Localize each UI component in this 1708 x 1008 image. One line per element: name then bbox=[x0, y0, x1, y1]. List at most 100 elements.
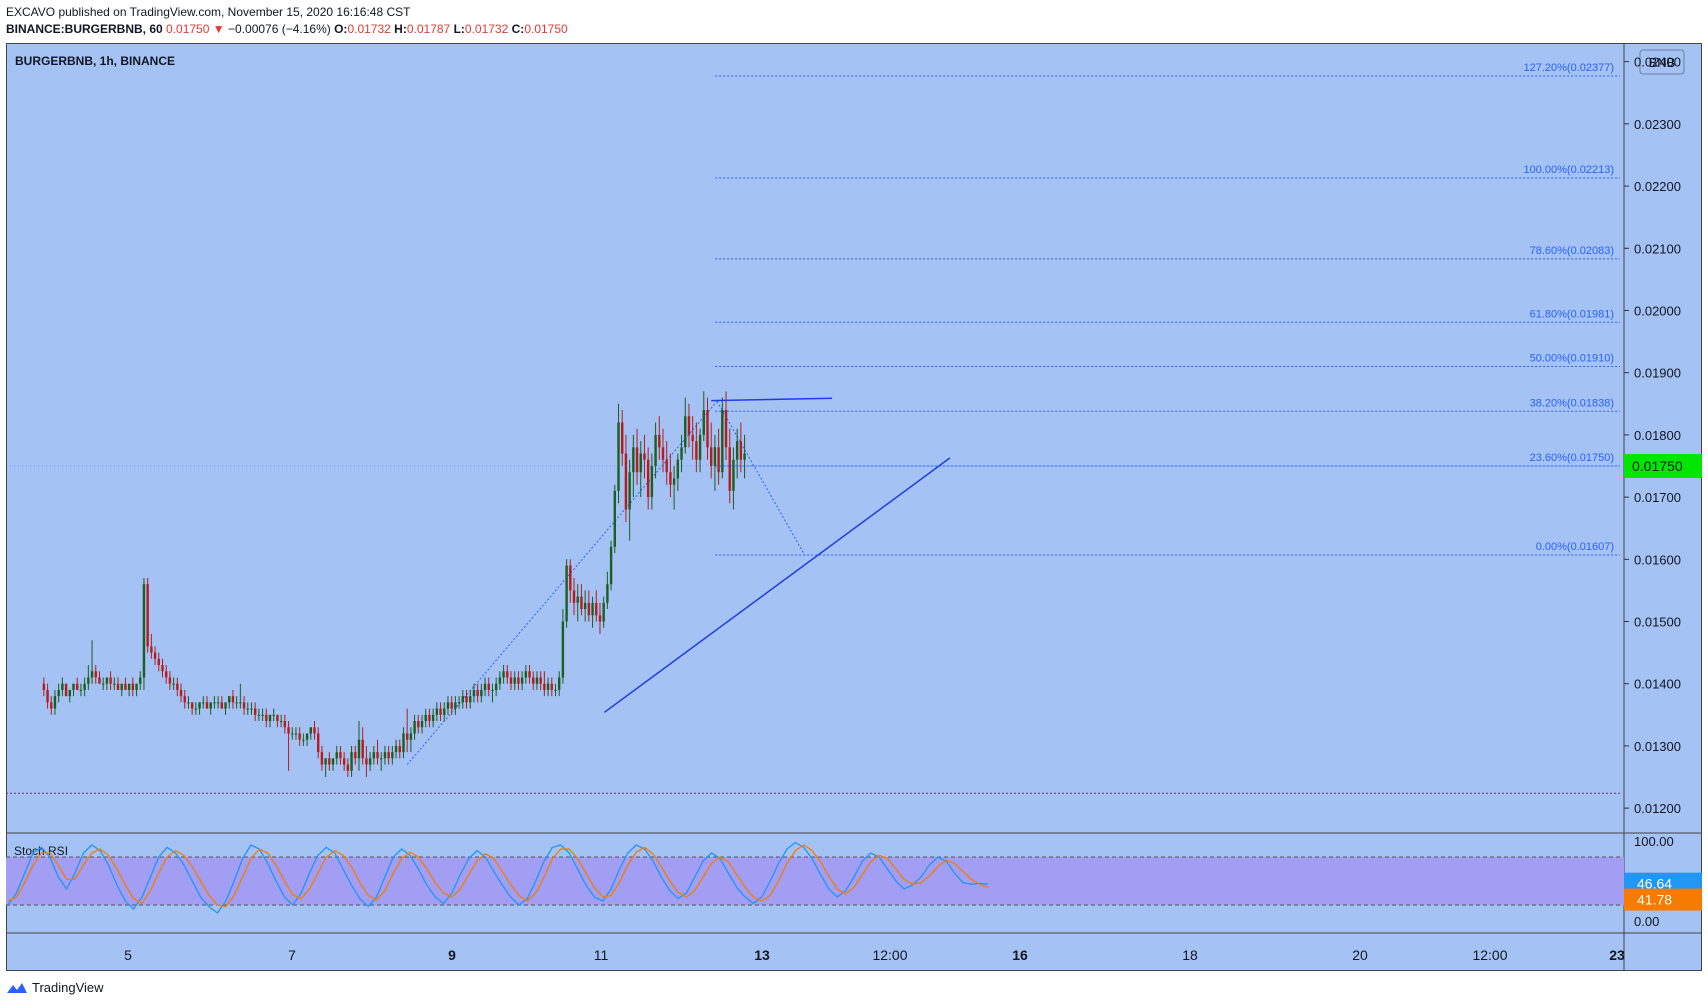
candle[interactable] bbox=[635, 428, 639, 485]
candle[interactable] bbox=[428, 708, 431, 728]
candle[interactable] bbox=[61, 677, 64, 697]
candle[interactable] bbox=[250, 702, 253, 715]
stoch-k-line[interactable] bbox=[7, 841, 989, 914]
candle[interactable] bbox=[613, 484, 617, 554]
candle[interactable] bbox=[706, 397, 709, 460]
candle[interactable] bbox=[450, 696, 453, 715]
candle[interactable] bbox=[335, 745, 338, 765]
candle[interactable] bbox=[239, 683, 242, 709]
candle[interactable] bbox=[469, 689, 472, 709]
candle[interactable] bbox=[372, 745, 376, 765]
candle[interactable] bbox=[532, 671, 535, 690]
candle[interactable] bbox=[153, 646, 157, 666]
candle[interactable] bbox=[724, 391, 728, 460]
candle[interactable] bbox=[164, 665, 168, 684]
candle[interactable] bbox=[287, 721, 290, 771]
candle[interactable] bbox=[291, 727, 294, 740]
candle[interactable] bbox=[320, 745, 324, 771]
candle[interactable] bbox=[101, 677, 105, 690]
candle[interactable] bbox=[205, 696, 209, 709]
candle[interactable] bbox=[658, 416, 661, 460]
candle[interactable] bbox=[402, 727, 405, 759]
candle[interactable] bbox=[661, 428, 665, 473]
candle[interactable] bbox=[331, 758, 335, 771]
candle[interactable] bbox=[46, 683, 49, 709]
candle[interactable] bbox=[728, 428, 731, 504]
candle[interactable] bbox=[595, 590, 598, 622]
candle[interactable] bbox=[710, 422, 713, 479]
candle[interactable] bbox=[142, 577, 146, 690]
candle[interactable] bbox=[717, 428, 720, 485]
candle[interactable] bbox=[64, 683, 68, 697]
candle[interactable] bbox=[624, 434, 628, 522]
candle[interactable] bbox=[354, 745, 357, 765]
candle[interactable] bbox=[732, 447, 735, 510]
candle[interactable] bbox=[417, 714, 420, 734]
candle[interactable] bbox=[509, 671, 513, 690]
candle[interactable] bbox=[305, 733, 309, 746]
candle[interactable] bbox=[561, 609, 565, 684]
resistance-trendline[interactable] bbox=[711, 397, 833, 402]
candle[interactable] bbox=[190, 702, 194, 715]
candle[interactable] bbox=[506, 665, 509, 684]
candle[interactable] bbox=[695, 422, 698, 473]
candle[interactable] bbox=[391, 745, 394, 765]
candle[interactable] bbox=[276, 714, 279, 728]
candle[interactable] bbox=[328, 752, 331, 771]
candle[interactable] bbox=[127, 683, 131, 697]
candle[interactable] bbox=[257, 708, 261, 722]
candle[interactable] bbox=[309, 727, 312, 740]
candle[interactable] bbox=[109, 671, 112, 690]
candle[interactable] bbox=[120, 683, 123, 697]
candle[interactable] bbox=[398, 739, 401, 759]
candle[interactable] bbox=[387, 745, 390, 765]
candle[interactable] bbox=[179, 683, 183, 703]
candle[interactable] bbox=[639, 441, 642, 498]
candle[interactable] bbox=[242, 696, 246, 715]
candle[interactable] bbox=[405, 708, 409, 753]
candle[interactable] bbox=[313, 721, 316, 740]
candle[interactable] bbox=[565, 559, 568, 628]
candle[interactable] bbox=[494, 677, 498, 697]
candle[interactable] bbox=[576, 584, 579, 622]
candle[interactable] bbox=[168, 671, 172, 690]
candle[interactable] bbox=[420, 714, 424, 734]
candle[interactable] bbox=[721, 397, 724, 479]
candle[interactable] bbox=[743, 434, 746, 479]
candle[interactable] bbox=[350, 745, 353, 778]
candle[interactable] bbox=[268, 714, 272, 728]
candle[interactable] bbox=[643, 434, 646, 479]
candle[interactable] bbox=[580, 584, 583, 616]
candle[interactable] bbox=[702, 391, 705, 442]
candle[interactable] bbox=[83, 677, 86, 697]
candle[interactable] bbox=[116, 677, 120, 690]
candle[interactable] bbox=[461, 689, 464, 709]
candle[interactable] bbox=[669, 453, 672, 498]
candle[interactable] bbox=[457, 696, 461, 709]
candle[interactable] bbox=[187, 696, 190, 709]
candle[interactable] bbox=[283, 714, 287, 734]
candle[interactable] bbox=[621, 410, 624, 466]
candle[interactable] bbox=[480, 683, 483, 703]
candle[interactable] bbox=[357, 721, 361, 771]
candle[interactable] bbox=[409, 727, 413, 753]
candle[interactable] bbox=[472, 683, 476, 703]
candle[interactable] bbox=[443, 702, 446, 722]
candle[interactable] bbox=[654, 422, 657, 479]
candle[interactable] bbox=[539, 671, 542, 690]
candle[interactable] bbox=[53, 689, 57, 715]
candle[interactable] bbox=[183, 689, 186, 709]
candle[interactable] bbox=[557, 671, 561, 697]
candle[interactable] bbox=[317, 727, 320, 759]
candle[interactable] bbox=[491, 683, 494, 703]
candle[interactable] bbox=[713, 434, 717, 491]
candle[interactable] bbox=[431, 708, 435, 728]
candle[interactable] bbox=[476, 683, 479, 703]
candle[interactable] bbox=[546, 677, 550, 697]
candle[interactable] bbox=[569, 559, 572, 603]
candle[interactable] bbox=[346, 758, 350, 778]
candle[interactable] bbox=[598, 602, 602, 634]
candle[interactable] bbox=[131, 677, 135, 697]
candle[interactable] bbox=[94, 665, 97, 684]
candle[interactable] bbox=[483, 677, 487, 697]
